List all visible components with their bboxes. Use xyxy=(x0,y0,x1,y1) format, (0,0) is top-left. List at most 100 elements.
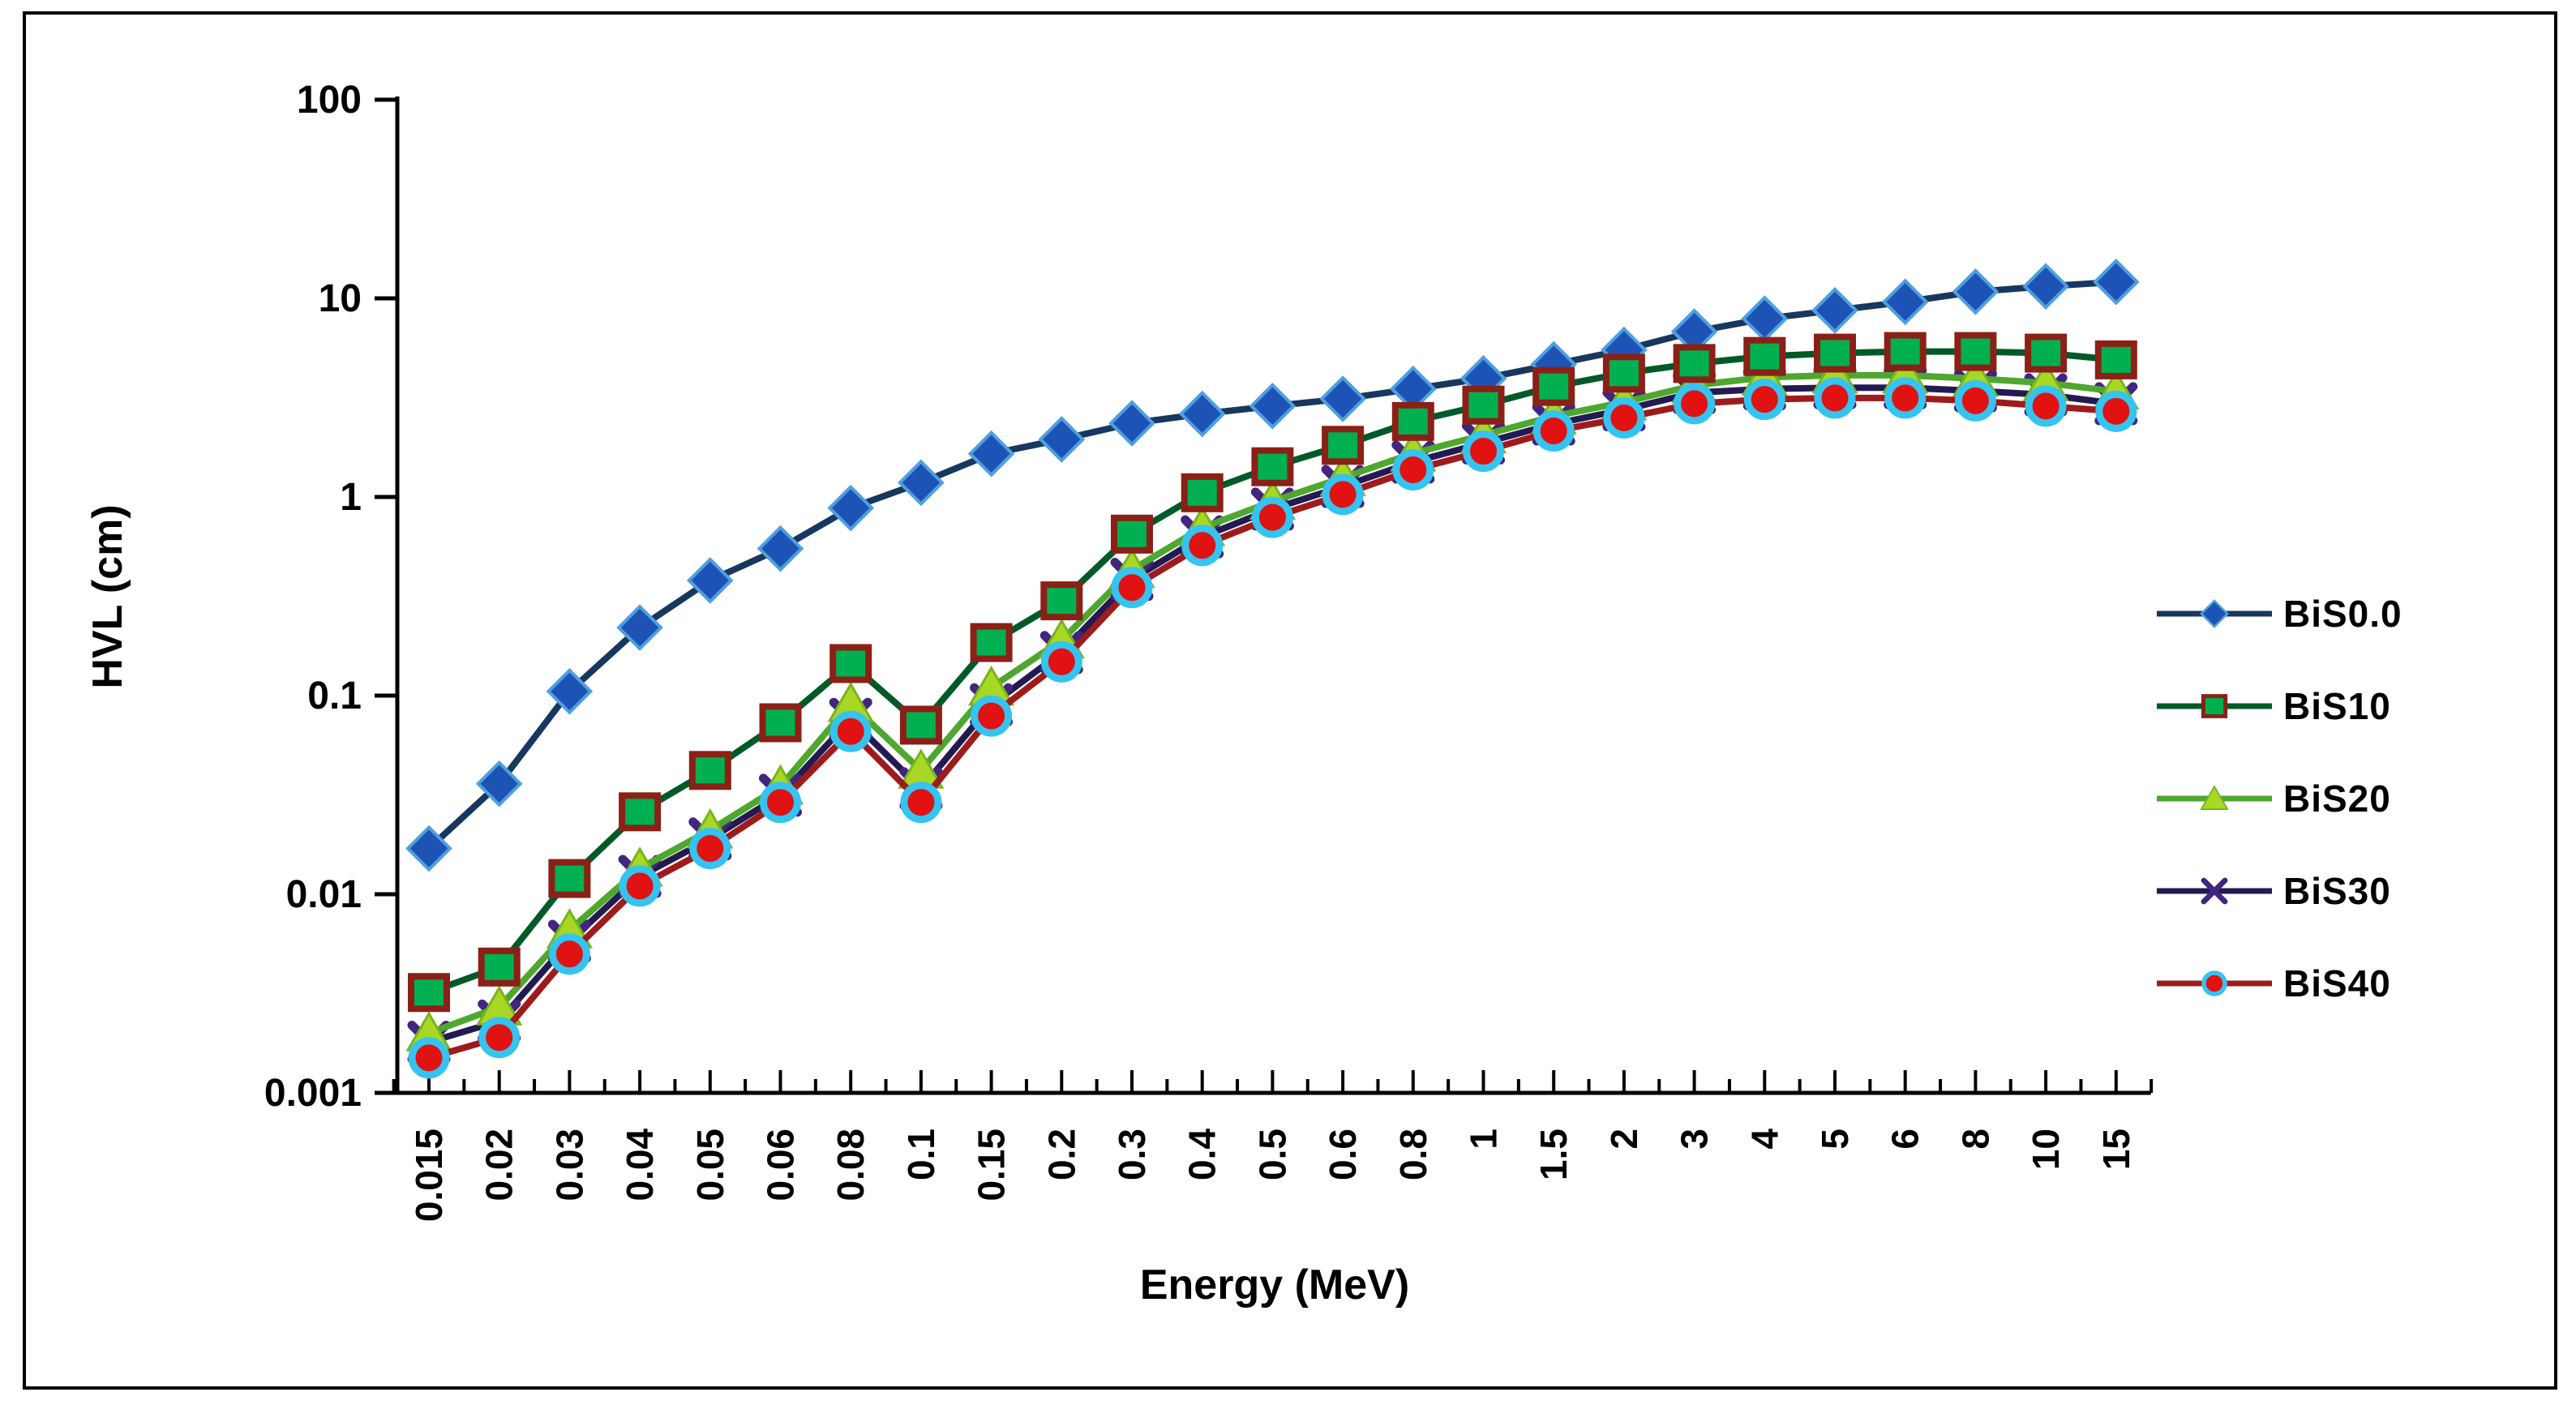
circle-marker-icon xyxy=(1040,640,1082,683)
square-marker-icon xyxy=(1111,514,1153,554)
x-tick-label: 8 xyxy=(1954,1129,1996,1150)
diamond-marker-icon xyxy=(1881,278,1929,326)
diamond-marker-icon xyxy=(2092,258,2140,306)
legend-marker-x-icon xyxy=(2157,877,2272,905)
y-tick-label: 10 xyxy=(319,277,362,320)
circle-marker-icon xyxy=(900,782,942,824)
circle-marker-icon xyxy=(1603,397,1645,439)
x-tick-label: 0.15 xyxy=(971,1129,1013,1202)
circle-marker-icon xyxy=(1463,430,1504,473)
x-tick-label: 15 xyxy=(2095,1129,2137,1170)
square-marker-icon xyxy=(1322,426,1365,465)
series-BiS40 xyxy=(408,377,2137,1079)
y-tick-label: 100 xyxy=(297,79,362,122)
square-marker-icon xyxy=(1673,344,1716,383)
circle-marker-icon xyxy=(1251,496,1293,538)
x-tick-label: 0.6 xyxy=(1322,1129,1364,1180)
x-tick-label: 0.06 xyxy=(760,1129,802,1202)
legend-marker-diamond-icon xyxy=(2157,599,2272,628)
circle-marker-icon xyxy=(1322,473,1364,516)
x-tick-label: 3 xyxy=(1674,1129,1716,1150)
chart-legend: BiS0.0 BiS10 BiS20 BiS30 BiS40 xyxy=(2154,568,2543,1030)
diamond-marker-icon xyxy=(967,430,1015,478)
legend-marker-triangle-icon xyxy=(2157,785,2272,810)
series-BiS10 xyxy=(408,332,2137,1013)
x-tick-label: 4 xyxy=(1743,1129,1785,1150)
legend-label: BiS0.0 xyxy=(2283,593,2402,635)
legend-item-bis0-0: BiS0.0 xyxy=(2154,568,2543,660)
legend-marker-square-icon xyxy=(2157,694,2272,718)
square-marker-icon xyxy=(408,973,450,1013)
square-marker-icon xyxy=(1954,332,1997,371)
circle-marker-icon xyxy=(760,782,801,824)
square-marker-icon xyxy=(1814,333,1856,373)
square-marker-icon xyxy=(1462,385,1505,425)
x-tick-label: 6 xyxy=(1884,1129,1927,1150)
circle-marker-icon xyxy=(1954,379,1996,422)
diamond-marker-icon xyxy=(827,484,875,532)
diamond-marker-icon xyxy=(1319,375,1366,422)
x-tick-label: 0.05 xyxy=(689,1129,731,1202)
circle-marker-icon xyxy=(829,710,872,752)
diamond-marker-icon xyxy=(1038,416,1086,463)
x-marker-icon xyxy=(2201,877,2228,905)
legend-item-bis40: BiS40 xyxy=(2154,937,2543,1030)
diamond-marker-icon xyxy=(546,667,594,715)
square-marker-icon xyxy=(1181,473,1224,512)
x-tick-label: 0.015 xyxy=(408,1129,450,1222)
x-tick-label: 0.5 xyxy=(1251,1129,1293,1180)
diamond-marker-icon xyxy=(1108,400,1155,447)
triangle-marker-icon xyxy=(2200,785,2229,810)
y-tick-label: 0.01 xyxy=(286,873,362,916)
x-tick-label: 1 xyxy=(1463,1129,1505,1150)
circle-marker-icon xyxy=(1392,449,1434,491)
square-marker-icon xyxy=(1602,353,1645,393)
circle-marker-icon xyxy=(971,695,1013,737)
diamond-marker-icon xyxy=(2200,599,2229,628)
x-tick-label: 0.4 xyxy=(1181,1129,1224,1180)
circle-marker-icon xyxy=(689,828,731,870)
square-marker-icon xyxy=(1532,366,1575,406)
square-marker-icon xyxy=(759,703,802,743)
diamond-marker-icon xyxy=(616,604,663,651)
square-marker-icon xyxy=(1743,336,1786,376)
circle-marker-icon xyxy=(2025,385,2067,427)
legend-label: BiS30 xyxy=(2283,870,2391,912)
x-tick-label: 0.08 xyxy=(829,1129,872,1202)
diamond-marker-icon xyxy=(405,825,452,872)
circle-marker-icon xyxy=(2201,970,2227,996)
square-marker-icon xyxy=(2094,340,2137,379)
circle-marker-icon xyxy=(1181,525,1224,567)
diamond-marker-icon xyxy=(757,525,804,572)
square-marker-icon xyxy=(899,705,942,745)
square-marker-icon xyxy=(548,859,591,898)
x-tick-label: 0.03 xyxy=(548,1129,590,1202)
legend-item-bis30: BiS30 xyxy=(2154,845,2543,937)
series-BiS0.0 xyxy=(405,258,2140,872)
circle-marker-icon xyxy=(1111,567,1153,609)
legend-label: BiS40 xyxy=(2283,962,2391,1004)
y-tick-label: 0.001 xyxy=(264,1072,362,1115)
x-tick-label: 2 xyxy=(1603,1129,1645,1150)
diamond-marker-icon xyxy=(1952,268,2000,315)
x-tick-label: 0.8 xyxy=(1392,1129,1434,1180)
square-marker-icon xyxy=(2025,333,2068,373)
diamond-marker-icon xyxy=(2022,263,2069,310)
series-line-BiS0.0 xyxy=(426,278,2117,851)
x-tick-label: 1.5 xyxy=(1532,1129,1575,1180)
diamond-marker-icon xyxy=(1178,390,1226,438)
circle-marker-icon xyxy=(408,1037,450,1079)
circle-marker-icon xyxy=(548,933,590,975)
legend-marker-circle-icon xyxy=(2157,970,2272,996)
x-tick-label: 0.04 xyxy=(619,1129,661,1202)
square-marker-icon xyxy=(688,751,731,790)
x-tick-label: 10 xyxy=(2025,1129,2067,1170)
diamond-marker-icon xyxy=(1741,295,1789,342)
square-marker-icon xyxy=(619,792,662,832)
x-tick-label: 0.02 xyxy=(478,1129,521,1202)
circle-marker-icon xyxy=(478,1017,521,1059)
legend-item-bis20: BiS20 xyxy=(2154,752,2543,845)
square-marker-icon xyxy=(1251,447,1294,486)
diamond-marker-icon xyxy=(475,760,523,807)
